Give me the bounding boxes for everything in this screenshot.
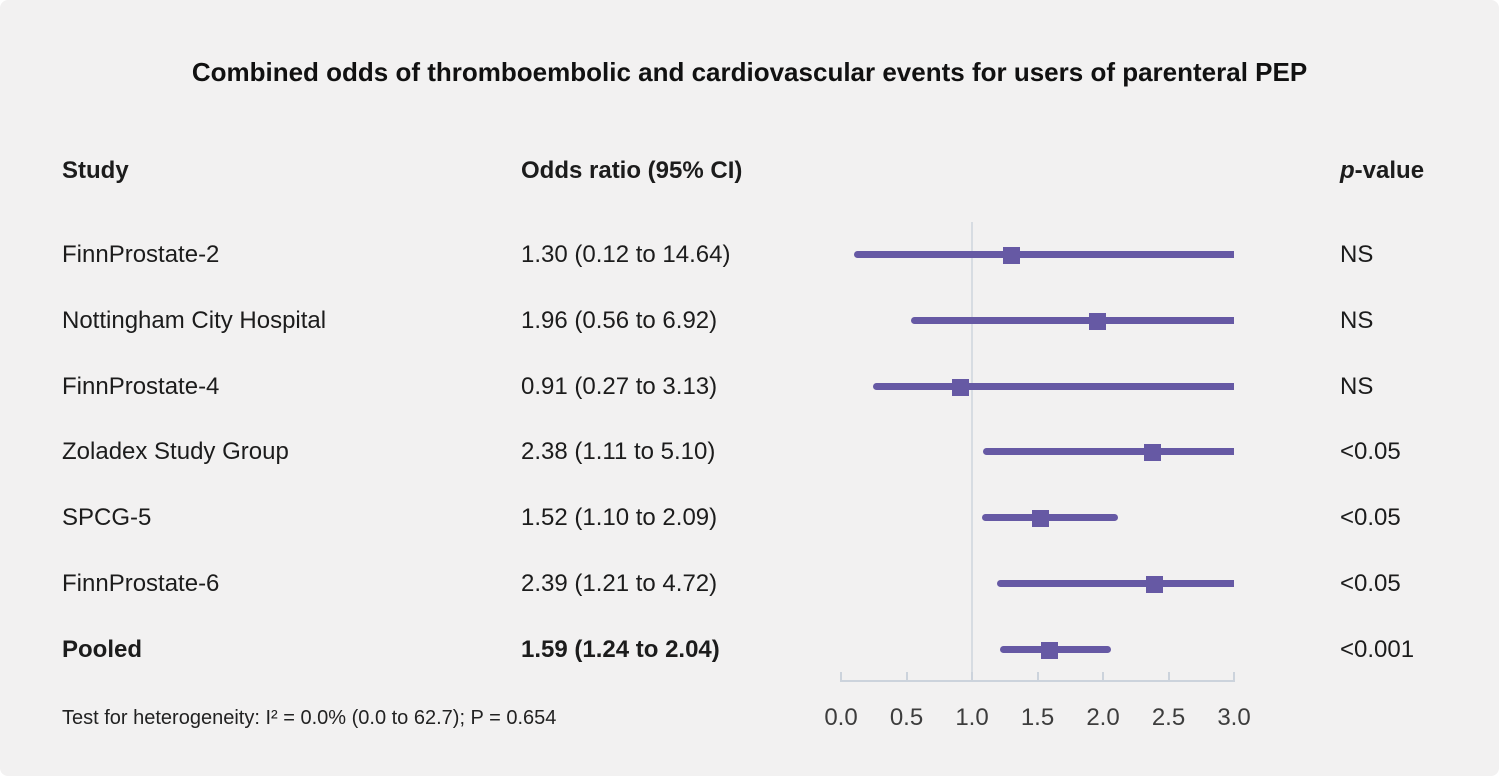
odds-ratio-marker xyxy=(1002,246,1020,264)
confidence-interval-line xyxy=(996,580,1234,587)
p-value-text: <0.05 xyxy=(1340,438,1401,465)
study-name: Nottingham City Hospital xyxy=(62,307,327,334)
p-value-text: <0.05 xyxy=(1340,570,1401,597)
confidence-interval-line xyxy=(983,448,1234,455)
odds-ratio-text: 1.96 (0.56 to 6.92) xyxy=(521,307,718,334)
confidence-interval-line xyxy=(853,251,1234,258)
p-value-text: NS xyxy=(1340,241,1374,268)
odds-ratio-marker xyxy=(1144,443,1162,461)
x-axis-tick-label: 0.5 xyxy=(889,704,924,731)
odds-ratio-text: 1.59 (1.24 to 2.04) xyxy=(521,636,720,663)
odds-ratio-marker xyxy=(1040,641,1058,659)
confidence-interval-line xyxy=(911,317,1234,324)
x-axis-tick xyxy=(1102,672,1104,682)
x-axis-tick xyxy=(840,672,842,682)
reference-line-or-1 xyxy=(971,222,973,682)
x-axis-tick-label: 1.5 xyxy=(1020,704,1055,731)
x-axis-tick-label: 3.0 xyxy=(1217,704,1251,731)
column-header-p-value: p-value xyxy=(1340,156,1424,186)
study-name: Pooled xyxy=(62,636,143,663)
study-name: SPCG-5 xyxy=(62,504,152,531)
x-axis-tick-label: 0.0 xyxy=(824,704,858,731)
odds-ratio-marker xyxy=(1089,312,1107,330)
p-value-header-italic-p: p xyxy=(1340,157,1355,184)
p-value-text: <0.05 xyxy=(1340,504,1401,531)
x-axis-tick xyxy=(971,672,973,682)
confidence-interval-line xyxy=(982,514,1118,521)
study-name: FinnProstate-2 xyxy=(62,241,220,268)
odds-ratio-marker xyxy=(1145,575,1163,593)
p-value-text: NS xyxy=(1340,307,1374,334)
odds-ratio-marker xyxy=(951,378,969,396)
x-axis-tick xyxy=(1233,672,1235,682)
heterogeneity-footnote: Test for heterogeneity: I² = 0.0% (0.0 t… xyxy=(62,707,557,729)
page-title: Combined odds of thromboembolic and card… xyxy=(191,57,1308,87)
x-axis-tick xyxy=(1167,672,1170,682)
column-header-study: Study xyxy=(62,157,129,184)
x-axis-tick-label: 2.0 xyxy=(1086,704,1120,731)
column-header-odds-ratio: Odds ratio (95% CI) xyxy=(521,157,743,184)
study-name: FinnProstate-4 xyxy=(62,373,220,400)
x-axis-tick xyxy=(905,672,908,682)
confidence-interval-line xyxy=(873,383,1234,390)
x-axis-tick-label: 1.0 xyxy=(955,704,989,731)
odds-ratio-text: 1.52 (1.10 to 2.09) xyxy=(521,504,718,531)
odds-ratio-text: 0.91 (0.27 to 3.13) xyxy=(521,373,718,400)
odds-ratio-text: 2.38 (1.11 to 5.10) xyxy=(521,438,716,465)
p-value-text: NS xyxy=(1340,373,1374,400)
study-name: FinnProstate-6 xyxy=(62,570,220,597)
p-value-text: <0.001 xyxy=(1340,636,1415,663)
x-axis-tick-label: 2.5 xyxy=(1151,704,1186,731)
odds-ratio-marker xyxy=(1031,509,1049,527)
study-name: Zoladex Study Group xyxy=(62,438,289,465)
odds-ratio-text: 2.39 (1.21 to 4.72) xyxy=(521,570,718,597)
odds-ratio-text: 1.30 (0.12 to 14.64) xyxy=(521,241,731,268)
p-value-header-rest: -value xyxy=(1354,157,1425,184)
x-axis-tick xyxy=(1036,672,1039,682)
